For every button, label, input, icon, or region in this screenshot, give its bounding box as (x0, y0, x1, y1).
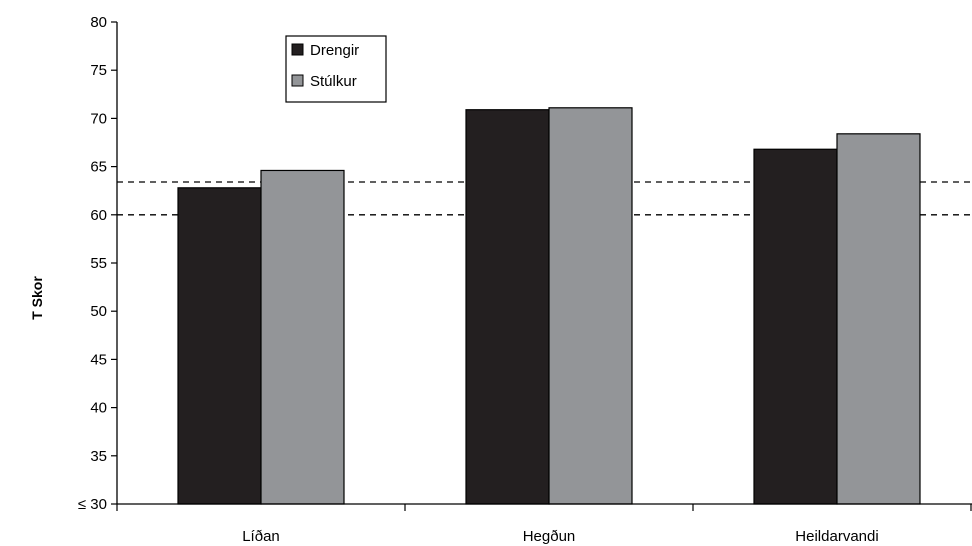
bar-Stúlkur-Heildarvandi (836, 133, 921, 505)
legend-swatch (291, 74, 304, 87)
y-tick-label: ≤ 30 (78, 496, 107, 513)
x-category-label: Hegðun (523, 528, 576, 545)
y-axis-ticks: ≤ 30 35 40 45 50 55 60 65 70 75 80 (78, 14, 117, 513)
y-tick-label: 35 (90, 448, 107, 465)
x-axis-labels: Líðan Hegðun Heildarvandi (242, 528, 878, 545)
bars (177, 107, 921, 505)
x-category-label: Líðan (242, 528, 280, 545)
y-tick-label: 40 (90, 400, 107, 417)
legend-label: Drengir (310, 42, 359, 59)
y-tick-label: 70 (90, 110, 107, 127)
bar-Drengir-Líðan (177, 187, 262, 505)
y-tick-label: 50 (90, 303, 107, 320)
y-tick-label: 65 (90, 159, 107, 176)
y-tick-label: 45 (90, 351, 107, 368)
legend-label: Stúlkur (310, 73, 357, 90)
y-tick-label: 60 (90, 207, 107, 224)
legend-swatch (291, 43, 304, 56)
bar-Drengir-Hegðun (465, 109, 550, 505)
bar-Stúlkur-Líðan (260, 169, 345, 505)
legend-box (285, 35, 387, 103)
y-tick-label: 75 (90, 62, 107, 79)
y-axis-title: T Skor (29, 276, 45, 320)
x-category-label: Heildarvandi (795, 528, 878, 545)
y-tick-label: 55 (90, 255, 107, 272)
bar-Drengir-Heildarvandi (753, 148, 838, 505)
bar-Stúlkur-Hegðun (548, 107, 633, 505)
legend: Drengir Stúlkur (285, 35, 387, 103)
y-tick-label: 80 (90, 14, 107, 31)
